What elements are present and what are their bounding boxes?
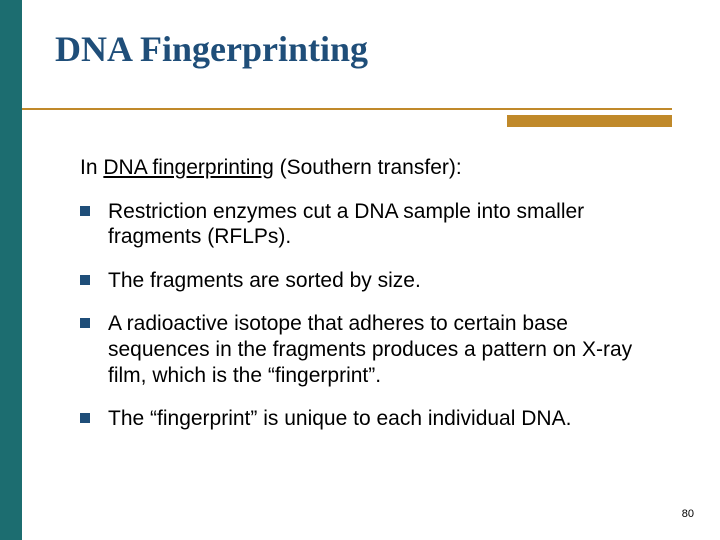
list-item: A radioactive isotope that adheres to ce… xyxy=(80,311,665,388)
bullet-text: A radioactive isotope that adheres to ce… xyxy=(108,312,632,386)
intro-suffix: (Southern transfer): xyxy=(274,156,462,179)
square-bullet-icon xyxy=(80,275,90,285)
intro-underlined: DNA fingerprinting xyxy=(103,156,273,179)
bullet-text: Restriction enzymes cut a DNA sample int… xyxy=(108,200,584,249)
bullet-text: The fragments are sorted by size. xyxy=(108,269,421,292)
list-item: The “fingerprint” is unique to each indi… xyxy=(80,406,665,432)
divider-thick xyxy=(507,115,672,127)
square-bullet-icon xyxy=(80,413,90,423)
square-bullet-icon xyxy=(80,206,90,216)
bullet-list: Restriction enzymes cut a DNA sample int… xyxy=(80,199,665,432)
bullet-text: The “fingerprint” is unique to each indi… xyxy=(108,407,571,430)
list-item: Restriction enzymes cut a DNA sample int… xyxy=(80,199,665,250)
title-block: DNA Fingerprinting xyxy=(55,28,672,70)
intro-prefix: In xyxy=(80,156,103,179)
slide-title: DNA Fingerprinting xyxy=(55,28,672,70)
slide: DNA Fingerprinting In DNA fingerprinting… xyxy=(0,0,720,540)
intro-line: In DNA fingerprinting (Southern transfer… xyxy=(80,155,665,181)
list-item: The fragments are sorted by size. xyxy=(80,268,665,294)
sidebar-accent xyxy=(0,0,22,540)
divider-thin xyxy=(22,108,672,110)
page-number: 80 xyxy=(682,508,694,520)
content-area: In DNA fingerprinting (Southern transfer… xyxy=(80,155,665,450)
square-bullet-icon xyxy=(80,318,90,328)
